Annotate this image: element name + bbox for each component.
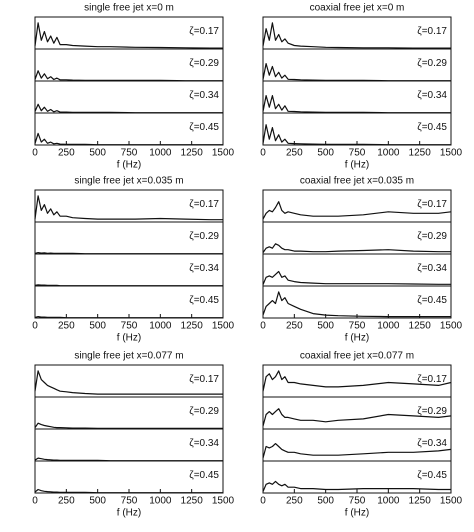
x-tick-label: 0	[260, 496, 266, 507]
panel-title: coaxial free jet x=0.035 m	[300, 176, 414, 187]
panel-title: single free jet x=0.077 m	[74, 351, 183, 362]
x-tick-label: 250	[58, 148, 75, 159]
spectrum-line	[262, 443, 452, 459]
x-axis-label: f (Hz)	[345, 160, 369, 171]
series-label: ζ=0.45	[189, 295, 219, 306]
series-label: ζ=0.45	[417, 122, 447, 133]
x-tick-label: 1500	[212, 148, 235, 159]
series-label: ζ=0.45	[417, 470, 447, 481]
x-tick-label: 0	[32, 321, 38, 332]
panel-title: coaxial free jet x=0 m	[310, 3, 405, 14]
x-tick-label: 1250	[409, 148, 432, 159]
x-tick-label: 750	[121, 148, 138, 159]
x-tick-label: 0	[260, 321, 266, 332]
series-label: ζ=0.17	[417, 199, 447, 210]
series-label: ζ=0.34	[189, 438, 219, 449]
spectrum-line	[34, 70, 223, 82]
x-tick-label: 250	[286, 496, 303, 507]
spectrum-line	[34, 422, 223, 429]
x-tick-label: 1500	[440, 321, 463, 332]
panel-title: coaxial free jet x=0.077 m	[300, 351, 414, 362]
series-label: ζ=0.34	[417, 263, 447, 274]
x-tick-label: 0	[32, 148, 38, 159]
x-tick-label: 0	[260, 148, 266, 159]
x-tick-label: 500	[89, 321, 106, 332]
x-tick-label: 750	[349, 148, 366, 159]
series-label: ζ=0.29	[417, 231, 447, 242]
spectrum-line	[34, 252, 223, 255]
series-label: ζ=0.29	[417, 406, 447, 417]
x-tick-label: 1000	[149, 321, 172, 332]
series-label: ζ=0.45	[189, 470, 219, 481]
spectrum-line	[262, 408, 452, 427]
x-tick-label: 500	[89, 148, 106, 159]
series-label: ζ=0.17	[189, 374, 219, 385]
spectrum-line	[34, 457, 223, 462]
spectrum-line	[262, 22, 451, 49]
x-tick-label: 1250	[181, 148, 204, 159]
x-axis-label: f (Hz)	[345, 333, 369, 344]
spectrum-line	[262, 201, 452, 220]
x-tick-label: 1250	[409, 321, 432, 332]
spectrum-line	[262, 270, 451, 285]
spectrum-line	[262, 370, 452, 392]
x-tick-label: 500	[317, 496, 334, 507]
series-label: ζ=0.17	[189, 26, 219, 37]
series-label: ζ=0.34	[417, 90, 447, 101]
series-label: ζ=0.29	[189, 231, 219, 242]
x-tick-label: 750	[121, 321, 138, 332]
series-label: ζ=0.29	[189, 58, 219, 69]
spectrum-line	[262, 243, 451, 253]
x-axis-label: f (Hz)	[117, 508, 141, 519]
x-tick-label: 1000	[377, 148, 400, 159]
spectrum-line	[34, 22, 223, 49]
x-tick-label: 1250	[181, 496, 204, 507]
x-tick-label: 250	[286, 148, 303, 159]
series-label: ζ=0.45	[189, 122, 219, 133]
x-tick-label: 1250	[409, 496, 432, 507]
x-tick-label: 250	[286, 321, 303, 332]
x-tick-label: 1000	[149, 148, 172, 159]
x-tick-label: 250	[58, 321, 75, 332]
spectrum-line	[34, 195, 223, 221]
x-tick-label: 250	[58, 496, 75, 507]
panel-title: single free jet x=0 m	[84, 3, 174, 14]
x-tick-label: 1500	[212, 321, 235, 332]
series-label: ζ=0.29	[189, 406, 219, 417]
spectrum-line	[262, 63, 451, 82]
series-label: ζ=0.34	[417, 438, 447, 449]
x-tick-label: 500	[317, 321, 334, 332]
spectrum-line	[262, 480, 451, 492]
x-tick-label: 500	[89, 496, 106, 507]
x-tick-label: 750	[349, 321, 366, 332]
spectrum-line	[34, 370, 223, 395]
x-tick-label: 1500	[440, 148, 463, 159]
x-tick-label: 750	[349, 496, 366, 507]
series-label: ζ=0.34	[189, 90, 219, 101]
x-tick-label: 1250	[181, 321, 204, 332]
x-tick-label: 750	[121, 496, 138, 507]
spectrum-line	[34, 103, 223, 114]
series-label: ζ=0.34	[189, 263, 219, 274]
x-tick-label: 1500	[440, 496, 463, 507]
x-axis-label: f (Hz)	[345, 508, 369, 519]
x-tick-label: 1000	[377, 321, 400, 332]
x-tick-label: 500	[317, 148, 334, 159]
x-tick-label: 1500	[212, 496, 235, 507]
x-axis-label: f (Hz)	[117, 333, 141, 344]
series-label: ζ=0.17	[189, 199, 219, 210]
series-label: ζ=0.17	[417, 26, 447, 37]
series-label: ζ=0.45	[417, 295, 447, 306]
x-axis-label: f (Hz)	[117, 160, 141, 171]
x-tick-label: 1000	[149, 496, 172, 507]
spectrum-line	[34, 284, 223, 287]
x-tick-label: 0	[32, 496, 38, 507]
series-label: ζ=0.17	[417, 374, 447, 385]
x-tick-label: 1000	[377, 496, 400, 507]
spectrum-line	[262, 95, 451, 114]
series-label: ζ=0.29	[417, 58, 447, 69]
panel-title: single free jet x=0.035 m	[74, 176, 183, 187]
